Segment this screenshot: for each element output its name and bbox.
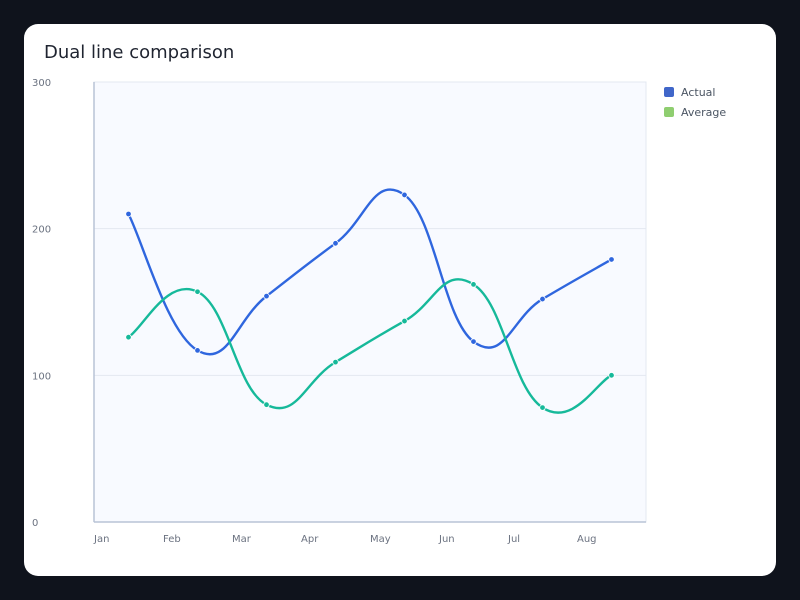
- x-tick-label: Mar: [232, 534, 252, 545]
- data-point-actual[interactable]: [470, 338, 477, 345]
- y-tick-label: 0: [32, 518, 38, 529]
- x-tick-label: Jul: [507, 534, 520, 545]
- legend-label-actual: Actual: [681, 85, 716, 99]
- x-tick-label: Jan: [93, 534, 109, 545]
- data-point-actual[interactable]: [263, 292, 270, 300]
- chart-title: Dual line comparison: [44, 42, 235, 63]
- data-point-average[interactable]: [608, 372, 615, 379]
- data-point-actual[interactable]: [608, 256, 615, 263]
- legend-item-actual[interactable]: Actual: [664, 82, 726, 102]
- y-tick-label: 200: [32, 225, 51, 236]
- legend-item-average[interactable]: Average: [664, 102, 726, 122]
- data-point-average[interactable]: [125, 334, 132, 341]
- y-tick-label: 300: [32, 78, 51, 89]
- y-tick-labels: 0 100 200 300: [32, 78, 51, 529]
- x-tick-label: May: [370, 534, 391, 545]
- data-point-average[interactable]: [401, 317, 408, 325]
- legend-swatch-average: [664, 107, 674, 117]
- data-point-average[interactable]: [539, 404, 546, 411]
- data-point-actual[interactable]: [194, 347, 201, 354]
- data-point-actual[interactable]: [332, 240, 339, 247]
- x-tick-label: Apr: [301, 534, 319, 545]
- data-point-actual[interactable]: [125, 210, 132, 218]
- series-lines: [125, 188, 615, 414]
- data-point-average[interactable]: [470, 281, 477, 288]
- legend-label-average: Average: [681, 105, 727, 119]
- data-point-actual[interactable]: [539, 295, 546, 303]
- legend-swatch-actual: [664, 87, 674, 97]
- data-point-average[interactable]: [332, 358, 339, 366]
- x-tick-label: Aug: [577, 534, 597, 545]
- data-point-actual[interactable]: [401, 191, 408, 199]
- data-point-average[interactable]: [263, 401, 270, 408]
- chart-card: Dual line comparison 0 100 200 300 Jan Feb Ma…: [24, 24, 776, 576]
- plot-area: [93, 81, 647, 523]
- y-tick-label: 100: [32, 371, 51, 382]
- series-line-average: [127, 278, 613, 414]
- x-tick-labels: Jan Feb Mar Apr May Jun Jul Aug: [93, 534, 597, 545]
- x-tick-label: Jun: [438, 534, 455, 545]
- grid-lines: [94, 228, 646, 376]
- legend: Actual Average: [664, 82, 726, 122]
- data-point-average[interactable]: [194, 288, 201, 295]
- line-chart: 0 100 200 300 Jan Feb Mar Apr May Jun Jul Aug: [32, 78, 647, 545]
- x-tick-label: Feb: [163, 534, 181, 545]
